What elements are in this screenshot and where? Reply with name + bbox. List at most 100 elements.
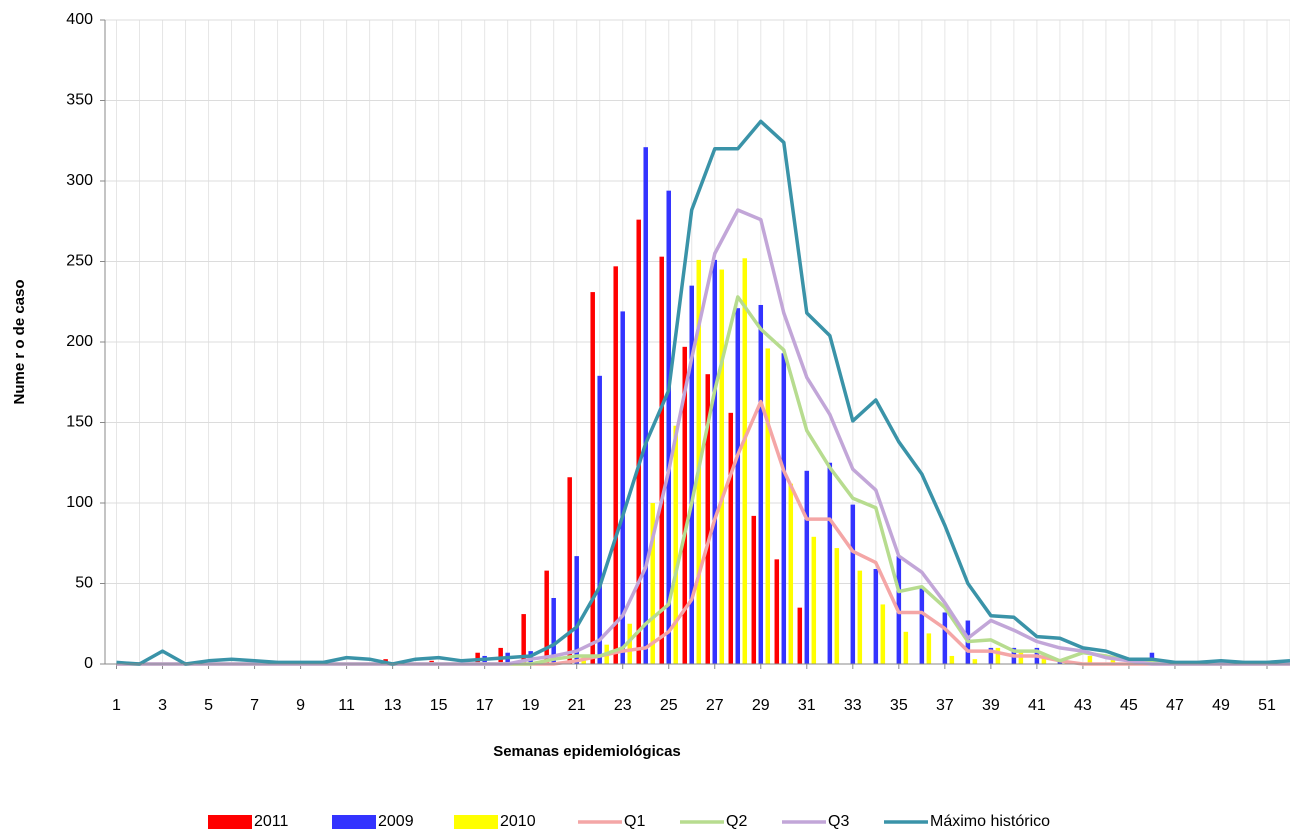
x-tick-label: 21 — [568, 697, 586, 714]
bar — [788, 483, 794, 664]
bar — [995, 647, 1001, 664]
bar — [758, 304, 764, 664]
bar — [666, 190, 671, 664]
legend-label: Q1 — [624, 813, 645, 830]
x-tick-label: 1 — [112, 697, 121, 714]
bar — [673, 425, 678, 664]
x-tick-label: 41 — [1028, 697, 1046, 714]
line — [116, 119, 1290, 666]
x-axis-title: Semanas epidemiológicas — [493, 743, 681, 760]
x-tick-label: 33 — [844, 697, 862, 714]
x-tick-label: 3 — [158, 697, 167, 714]
x-tick-label: 45 — [1120, 697, 1138, 714]
x-tick-label: 9 — [296, 697, 305, 714]
bar — [620, 311, 625, 664]
x-tick-label: 27 — [706, 697, 724, 714]
x-tick-label: 29 — [752, 697, 770, 714]
legend-swatch — [332, 815, 376, 829]
x-tick-label: 7 — [250, 697, 259, 714]
bar — [926, 633, 932, 664]
bar — [567, 477, 572, 664]
bar — [735, 308, 741, 664]
legend-label: 2009 — [378, 813, 414, 830]
bar — [880, 604, 886, 664]
line — [116, 295, 1290, 666]
x-tick-label: 25 — [660, 697, 678, 714]
y-tick-label: 100 — [66, 494, 93, 511]
bar — [719, 269, 725, 664]
bar — [650, 503, 655, 664]
bar — [751, 515, 757, 664]
bar — [972, 659, 978, 664]
y-tick-label: 200 — [66, 333, 93, 350]
bar — [636, 219, 641, 664]
legend-swatch — [208, 815, 252, 829]
y-tick-label: 0 — [84, 655, 93, 672]
bar — [811, 536, 817, 664]
bar — [834, 548, 840, 664]
legend: 2011 2009 2010 Q1 Q2 Q3 Máximo histórico — [208, 813, 1050, 830]
legend-label: 2011 — [254, 813, 289, 830]
x-tick-label: 31 — [798, 697, 816, 714]
legend-swatch — [454, 815, 498, 829]
bar — [774, 559, 780, 664]
legend-label: Máximo histórico — [930, 813, 1050, 830]
bar — [1041, 655, 1047, 664]
bar — [659, 256, 664, 664]
x-tick-label: 49 — [1212, 697, 1230, 714]
bar — [728, 412, 734, 664]
x-tick-label: 17 — [476, 697, 494, 714]
legend-label: Q2 — [726, 813, 747, 830]
bar — [942, 612, 948, 664]
bar — [689, 285, 694, 664]
line — [116, 208, 1290, 666]
bar — [850, 504, 856, 664]
x-tick-label: 23 — [614, 697, 632, 714]
y-tick-label: 400 — [66, 11, 93, 28]
x-tick-label: 39 — [982, 697, 1000, 714]
bar — [521, 614, 526, 664]
y-tick-label: 300 — [66, 172, 93, 189]
bar — [627, 623, 632, 664]
bar — [797, 607, 803, 664]
bar — [765, 348, 771, 664]
x-tick-label: 37 — [936, 697, 954, 714]
legend-label: 2010 — [500, 813, 536, 830]
y-tick-label: 250 — [66, 253, 93, 270]
x-tick-label: 11 — [338, 697, 355, 714]
x-tick-label: 19 — [522, 697, 540, 714]
bar — [873, 569, 879, 664]
x-tick-label: 35 — [890, 697, 908, 714]
bar — [551, 597, 556, 664]
bar — [949, 655, 955, 664]
bar — [827, 462, 833, 664]
bar — [597, 375, 602, 664]
x-tick-label: 47 — [1166, 697, 1184, 714]
x-tick-label: 51 — [1258, 697, 1276, 714]
bar — [903, 631, 909, 664]
legend-label: Q3 — [828, 813, 849, 830]
x-tick-label: 13 — [384, 697, 402, 714]
x-tick-label: 43 — [1074, 697, 1092, 714]
y-tick-label: 50 — [75, 575, 93, 592]
x-tick-label: 5 — [204, 697, 213, 714]
bar — [705, 374, 711, 664]
bar — [613, 266, 618, 664]
bar — [712, 259, 718, 664]
x-tick-label: 15 — [430, 697, 448, 714]
bar — [857, 570, 863, 664]
bar — [1110, 659, 1116, 664]
bar — [643, 147, 648, 664]
bar — [590, 292, 595, 664]
y-tick-label: 150 — [66, 414, 93, 431]
bar — [804, 470, 810, 664]
bar — [574, 556, 579, 664]
bar — [742, 258, 748, 664]
bar — [498, 647, 503, 664]
bar — [781, 353, 787, 664]
y-axis-title: Nume r o de caso — [11, 279, 28, 404]
bar — [988, 647, 994, 664]
bar — [682, 346, 687, 664]
y-tick-label: 350 — [66, 92, 93, 109]
